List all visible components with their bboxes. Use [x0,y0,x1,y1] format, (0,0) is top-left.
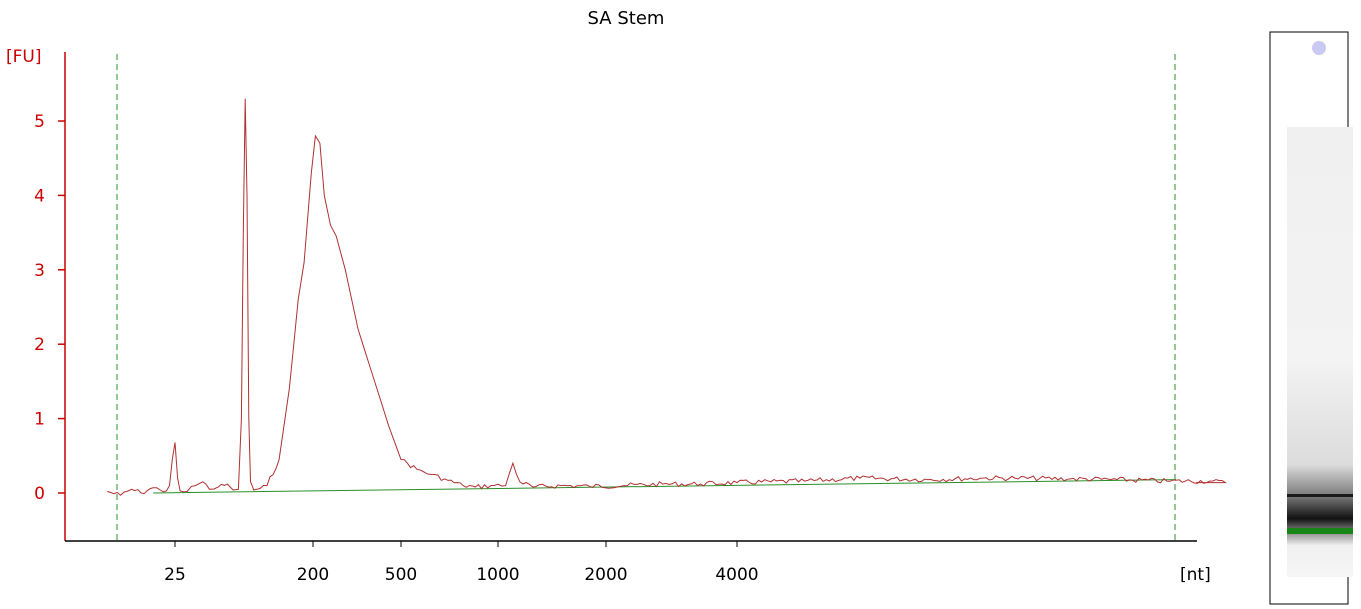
x-tick-label: 25 [164,565,186,585]
gel-lane-marker-band [1287,528,1353,534]
chart-title: SA Stem [588,8,665,29]
x-tick-label: 200 [297,565,329,585]
y-axis-unit-label: [FU] [6,47,42,67]
y-tick-label: 4 [34,186,45,206]
x-tick-label: 500 [385,565,417,585]
gel-lane-panel [1269,31,1353,605]
gel-lane-smear [1287,127,1353,577]
baseline-line [153,479,1177,494]
sample-trace [107,98,1227,496]
x-tick-label: 4000 [715,565,758,585]
x-axis-unit-label: [nt] [1180,565,1211,585]
y-tick-label: 2 [34,335,45,355]
y-tick-label: 1 [34,410,45,430]
y-tick-label: 5 [34,112,45,132]
y-tick-label: 0 [34,484,45,504]
gel-lane-band [1287,494,1353,497]
x-tick-label: 2000 [584,565,627,585]
plot-area: 0 1 2 3 4 5 25 200 500 1000 2000 4000 [34,52,1227,585]
x-tick-label: 1000 [476,565,519,585]
y-tick-label: 3 [34,261,45,281]
gel-lane-well [1312,41,1326,55]
